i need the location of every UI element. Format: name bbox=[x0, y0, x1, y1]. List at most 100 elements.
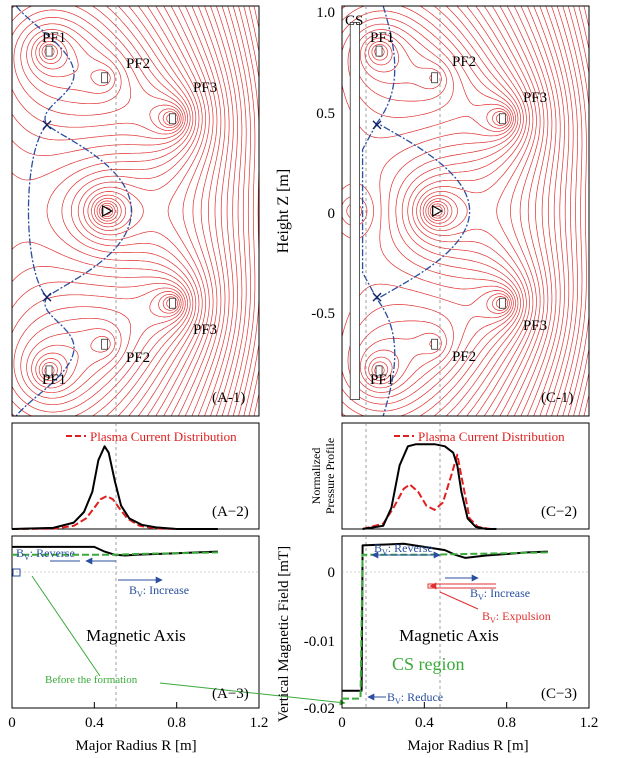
coil-label: PF1 bbox=[370, 30, 394, 46]
y-tick-label: 1.0 bbox=[316, 5, 335, 21]
coil-marker bbox=[431, 338, 439, 350]
coil-marker bbox=[375, 365, 383, 377]
annotation-reduce-c3: BV: Reduce bbox=[387, 690, 443, 706]
magnetic-axis-marker bbox=[432, 204, 443, 218]
y-tick-label: -0.5 bbox=[311, 306, 335, 322]
separatrix-line bbox=[361, 6, 471, 416]
x-ticks-c3: 0 0.4 0.8 1.2 bbox=[338, 702, 598, 731]
legend-label-c2: Plasma Current Distribution bbox=[418, 429, 565, 444]
panel-a1: PF1 PF2 PF3 PF3 PF2 PF1 (A-1) bbox=[11, 5, 260, 417]
flux-contours-c1 bbox=[342, 6, 589, 416]
y-tick-label: 0 bbox=[328, 206, 336, 222]
cs-region-label: CS region bbox=[392, 654, 465, 674]
series-c2 bbox=[362, 443, 497, 530]
coil-label: PF1 bbox=[370, 372, 394, 388]
annotation-increase-a3: BV: Increase bbox=[129, 583, 189, 599]
separatrix-a1 bbox=[15, 6, 176, 416]
panel-label-a1: (A-1) bbox=[212, 390, 245, 406]
coil-marker bbox=[169, 297, 176, 309]
plot-frame-a2 bbox=[11, 422, 260, 530]
coil-label: PF3 bbox=[523, 90, 547, 106]
x-axis-title-c3: Major Radius R [m] bbox=[407, 738, 528, 754]
x-tick-label: 0.4 bbox=[415, 715, 434, 731]
y-axis-title-line1: Normalized bbox=[309, 448, 323, 505]
coil-marker bbox=[375, 45, 383, 57]
x-tick-label: 1.2 bbox=[250, 715, 269, 731]
leader-line-before bbox=[31, 575, 101, 677]
y-axis-title-height: Height Z [m] bbox=[275, 169, 292, 253]
y-axis-title-line2: Pressure Profile bbox=[323, 438, 337, 514]
x-tick-label: 0.8 bbox=[167, 715, 186, 731]
coil-label: PF2 bbox=[126, 56, 150, 72]
plot-frame-a3 bbox=[11, 535, 260, 709]
coil-marker bbox=[169, 113, 176, 125]
coil-marker bbox=[499, 113, 506, 125]
panel-c3: BV: Reverse BV: Increase BV: Expulsion M… bbox=[276, 535, 598, 754]
panel-label-c3: (C−3) bbox=[541, 686, 577, 702]
leader-line-before-to-c3 bbox=[159, 682, 346, 706]
series-line-dashed bbox=[11, 495, 218, 530]
panel-label-a3: (A−3) bbox=[212, 686, 249, 702]
x-tick-label: 1.2 bbox=[580, 715, 599, 731]
coil-marker bbox=[499, 297, 506, 309]
coil-label: CS bbox=[345, 13, 363, 29]
panel-c1: CS PF1 PF2 PF3 PF3 PF2 PF1 (C-1) 1.0 0.5… bbox=[275, 5, 590, 417]
magnetic-axis-marker bbox=[102, 204, 113, 218]
panel-label-c1: (C-1) bbox=[541, 390, 574, 406]
coil-marker bbox=[101, 72, 109, 84]
series-line-solid bbox=[11, 445, 218, 530]
series-line-dashed bbox=[12, 551, 218, 556]
separatrix-line bbox=[15, 6, 133, 416]
x-point-marker bbox=[372, 292, 382, 302]
y-tick-label: -0.01 bbox=[304, 634, 335, 650]
legend-label-a2: Plasma Current Distribution bbox=[90, 429, 237, 444]
panel-c2: Plasma Current Distribution (C−2) Normal… bbox=[309, 422, 590, 530]
series-line-solid bbox=[362, 443, 497, 530]
series-line-dashed bbox=[362, 453, 491, 530]
coil-label: PF3 bbox=[193, 80, 217, 96]
expulsion-leader bbox=[439, 591, 479, 610]
center-solenoid bbox=[349, 21, 360, 401]
y-tick-label: 0 bbox=[328, 565, 336, 581]
x-point-marker bbox=[372, 120, 382, 130]
series-a3 bbox=[12, 545, 218, 557]
start-marker-a3 bbox=[12, 568, 21, 577]
coil-marker bbox=[431, 72, 439, 84]
plot-frame-c3 bbox=[341, 535, 590, 709]
coil-marker bbox=[101, 338, 109, 350]
coil-label: PF2 bbox=[452, 54, 476, 70]
coil-marker bbox=[45, 365, 53, 377]
annotation-reverse-a3: BV: Reverse bbox=[16, 546, 75, 562]
y-tick-label: 0.5 bbox=[316, 106, 335, 122]
magnetic-axis-label-a3: Magnetic Axis bbox=[86, 626, 186, 645]
plot-frame-a1 bbox=[11, 5, 260, 417]
coil-label: PF2 bbox=[126, 350, 150, 366]
separatrix-c1 bbox=[349, 6, 506, 416]
coil-marker bbox=[45, 45, 53, 57]
x-point-marker bbox=[42, 292, 52, 302]
y-tick-label: -0.02 bbox=[304, 701, 335, 717]
x-point-marker bbox=[42, 120, 52, 130]
x-tick-label: 0.8 bbox=[497, 715, 516, 731]
plot-frame-c1 bbox=[341, 5, 590, 417]
panel-label-a2: (A−2) bbox=[212, 504, 249, 520]
y-axis-title-field: Vertical Magnetic Field [mT] bbox=[276, 546, 292, 722]
annotation-expulsion-c3: BV: Expulsion bbox=[482, 609, 551, 625]
annotation-reverse-c3: BV: Reverse bbox=[374, 541, 433, 557]
coil-label: PF2 bbox=[452, 349, 476, 365]
coil-label: PF3 bbox=[523, 318, 547, 334]
series-a2 bbox=[11, 445, 218, 530]
magnetic-axis-label-c3: Magnetic Axis bbox=[399, 626, 499, 645]
annotation-before-formation: Before the formation bbox=[45, 674, 138, 686]
coil-label: PF1 bbox=[42, 30, 66, 46]
coil-label: PF1 bbox=[42, 372, 66, 388]
plot-frame-c2 bbox=[341, 422, 590, 530]
x-tick-label: 0 bbox=[338, 715, 346, 731]
x-tick-label: 0 bbox=[8, 715, 16, 731]
panel-a3: BV: Reverse BV: Increase Magnetic Axis B… bbox=[8, 535, 346, 754]
panel-label-c2: (C−2) bbox=[541, 504, 577, 520]
flux-contour bbox=[342, 6, 589, 416]
x-ticks-a3: 0 0.4 0.8 1.2 bbox=[8, 702, 268, 731]
y-axis-title-pressure: Normalized Pressure Profile bbox=[309, 438, 337, 514]
x-axis-title-a3: Major Radius R [m] bbox=[75, 738, 196, 754]
